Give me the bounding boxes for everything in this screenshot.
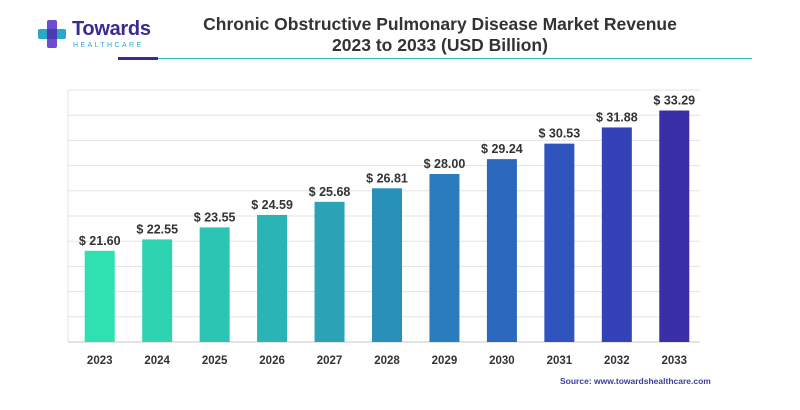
x-tick-2031: 2031 <box>547 355 573 367</box>
bar-2030 <box>486 159 517 342</box>
chart-title-line-2: 2023 to 2033 (USD Billion) <box>332 35 548 55</box>
x-tick-2023: 2023 <box>87 355 113 367</box>
bar-2024 <box>142 239 173 342</box>
value-label-2025: $ 23.55 <box>194 210 236 224</box>
title-divider <box>158 58 752 59</box>
bar-2032 <box>601 127 632 342</box>
value-label-2027: $ 25.68 <box>309 185 351 199</box>
x-tick-2030: 2030 <box>489 355 515 367</box>
value-label-2030: $ 29.24 <box>481 142 523 156</box>
value-label-2031: $ 30.53 <box>539 127 581 141</box>
bar-2026 <box>257 214 288 342</box>
value-label-2024: $ 22.55 <box>136 222 178 236</box>
source-note: Source: www.towardshealthcare.com <box>560 376 711 386</box>
x-tick-2027: 2027 <box>317 355 343 367</box>
bar-2029 <box>429 174 460 342</box>
bar-2023 <box>84 250 115 342</box>
x-tick-2025: 2025 <box>202 355 228 367</box>
x-tick-2024: 2024 <box>144 355 170 367</box>
title-divider-accent <box>118 57 158 60</box>
bar-2025 <box>199 227 230 342</box>
chart-title-line-1: Chronic Obstructive Pulmonary Disease Ma… <box>203 14 677 34</box>
logo-subtitle: HEALTHCARE <box>73 42 144 49</box>
x-tick-2032: 2032 <box>604 355 630 367</box>
chart-x-ticks: 2023 2024 2025 2026 2027 2028 2029 2030 2031 2032… <box>87 355 687 367</box>
bar-2033 <box>659 110 690 343</box>
x-tick-2029: 2029 <box>432 355 458 367</box>
medical-cross-icon <box>38 20 66 48</box>
chart-bars <box>84 110 690 343</box>
logo-name: Towards <box>72 18 151 40</box>
value-label-2028: $ 26.81 <box>366 171 408 185</box>
x-tick-2028: 2028 <box>374 355 400 367</box>
value-label-2023: $ 21.60 <box>79 234 121 248</box>
chart-title: Chronic Obstructive Pulmonary Disease Ma… <box>170 14 710 56</box>
x-tick-2026: 2026 <box>259 355 285 367</box>
value-label-2033: $ 33.29 <box>653 94 695 108</box>
bar-2028 <box>372 188 402 342</box>
bar-2027 <box>314 201 345 342</box>
value-label-2032: $ 31.88 <box>596 110 638 124</box>
value-label-2029: $ 28.00 <box>424 157 466 171</box>
x-tick-2033: 2033 <box>661 355 687 367</box>
bar-2031 <box>544 143 575 342</box>
value-label-2026: $ 24.59 <box>251 198 293 212</box>
chart-value-labels: $ 21.60 $ 22.55 $ 23.55 $ 24.59 $ 25.68 $ 26.… <box>79 94 695 248</box>
logo: Towards HEALTHCARE <box>36 16 186 56</box>
